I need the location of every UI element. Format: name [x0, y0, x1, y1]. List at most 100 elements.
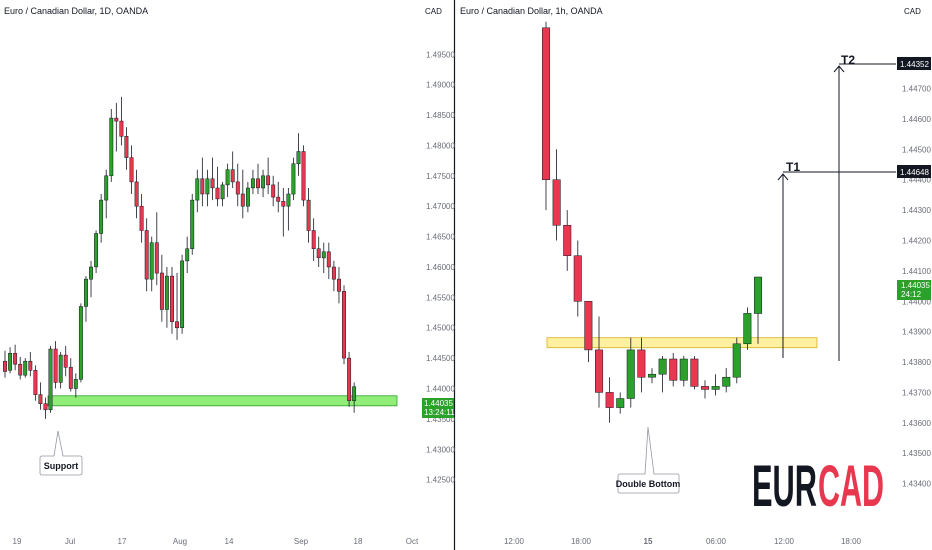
daily-candle-body	[8, 353, 13, 371]
daily-candle	[180, 254, 185, 334]
daily-candle	[266, 157, 271, 194]
hourly-chart-panel[interactable]: Euro / Canadian Dollar, 1h, OANDA CAD 1.…	[460, 6, 931, 546]
hourly-candle	[626, 337, 635, 408]
hourly-candle-body	[701, 386, 710, 390]
daily-y-tick: 1.44500	[426, 354, 455, 363]
daily-candle	[286, 188, 291, 231]
daily-candle	[170, 267, 174, 334]
daily-candle-body	[235, 181, 240, 195]
daily-x-tick: Oct	[406, 537, 419, 546]
hourly-y-tick: 1.43400	[902, 480, 931, 489]
daily-candle	[104, 169, 109, 219]
daily-x-tick: Sep	[294, 537, 309, 546]
daily-candle-body	[63, 354, 68, 368]
daily-candle	[342, 285, 346, 365]
watermark-cad: CAD	[818, 454, 884, 519]
eurcad-watermark: EUR CAD	[752, 454, 884, 519]
daily-candle-body	[159, 272, 164, 310]
daily-candle	[281, 188, 286, 237]
daily-candle	[33, 365, 38, 401]
daily-candle	[210, 157, 215, 201]
daily-candle-body	[245, 187, 250, 207]
daily-candle	[240, 169, 245, 219]
daily-x-axis[interactable]: 19 Jul 17 Aug 14 Sep 18 Oct	[13, 537, 419, 546]
daily-candle-body	[276, 196, 281, 202]
daily-candle-body	[139, 205, 144, 231]
daily-candle	[73, 373, 78, 398]
daily-candle-body	[220, 184, 225, 200]
daily-candle-body	[286, 193, 291, 207]
hourly-candle-body	[552, 179, 561, 226]
daily-candle-body	[347, 357, 352, 401]
hourly-y-tick: 1.44000	[902, 297, 931, 306]
daily-candle	[195, 169, 200, 213]
daily-candle-body	[33, 370, 38, 395]
daily-chart-panel[interactable]: Euro / Canadian Dollar, 1D, OANDA CAD 1.…	[3, 6, 455, 546]
hourly-candle-body	[711, 386, 720, 390]
hourly-candle	[648, 368, 657, 384]
daily-candle	[109, 109, 114, 182]
daily-candle-body	[109, 117, 114, 177]
daily-candle-body	[316, 248, 321, 259]
hourly-y-tick: 1.44500	[902, 145, 931, 154]
daily-candle-body	[58, 354, 63, 383]
daily-candle	[175, 273, 179, 340]
daily-candle-body	[266, 175, 271, 186]
daily-countdown: 13:24:11	[424, 408, 455, 417]
daily-y-tick: 1.42500	[426, 476, 455, 485]
daily-candle	[13, 344, 18, 371]
daily-y-tick: 1.44000	[426, 385, 455, 394]
daily-candle-body	[84, 278, 88, 307]
daily-candle-body	[291, 163, 296, 195]
t1-arrow-head	[777, 173, 789, 181]
daily-candle	[94, 230, 99, 273]
daily-candle	[144, 218, 149, 292]
support-zone	[47, 395, 398, 407]
hourly-x-axis[interactable]: 12:00 18:00 15 06:00 12:00 18:00	[504, 537, 862, 546]
double-bottom-label: Double Bottom	[616, 479, 681, 489]
daily-candle-body	[185, 248, 190, 262]
daily-candle-body	[78, 306, 83, 380]
hourly-y-axis[interactable]: 1.44700 1.44600 1.44500 1.44400 1.44300 1.442…	[902, 85, 931, 489]
daily-candle	[124, 127, 129, 170]
daily-candle	[38, 382, 43, 410]
daily-y-axis[interactable]: 1.49500 1.49000 1.48500 1.48000 1.47500 1.470…	[426, 50, 455, 484]
daily-candle-body	[94, 233, 99, 268]
daily-candle	[84, 276, 88, 322]
daily-candle-body	[114, 117, 119, 122]
daily-candle-body	[195, 178, 200, 201]
hourly-candle-body	[690, 358, 699, 387]
daily-candle	[119, 96, 124, 146]
daily-candle	[250, 169, 255, 194]
daily-candle-body	[134, 181, 139, 207]
daily-candle-body	[321, 251, 326, 259]
daily-candle-body	[13, 353, 18, 365]
daily-candle-body	[261, 175, 266, 189]
hourly-candle	[542, 21, 551, 211]
hourly-candle	[605, 377, 614, 423]
daily-candle	[28, 352, 33, 377]
hourly-candle	[563, 210, 572, 271]
hourly-candle	[637, 337, 646, 393]
hourly-y-tick: 1.44300	[902, 206, 931, 215]
hourly-candle	[711, 374, 720, 396]
daily-chart-title: Euro / Canadian Dollar, 1D, OANDA	[4, 6, 148, 16]
daily-candle	[306, 188, 311, 243]
hourly-candle-body	[722, 376, 731, 387]
hourly-candle	[658, 356, 667, 393]
hourly-y-tick: 1.43800	[902, 358, 931, 367]
daily-candle-body	[331, 266, 336, 280]
hourly-x-tick: 15	[644, 537, 653, 546]
daily-candle	[261, 169, 266, 198]
hourly-y-tick: 1.43500	[902, 449, 931, 458]
daily-candle	[164, 267, 169, 328]
hourly-candle-body	[563, 225, 572, 256]
t2-price-badge	[897, 57, 931, 70]
daily-candle	[235, 163, 240, 207]
daily-candle	[114, 102, 119, 152]
hourly-currency-label: CAD	[904, 7, 921, 16]
daily-candle	[89, 260, 93, 298]
daily-candle	[321, 242, 326, 273]
daily-candle	[352, 382, 357, 413]
